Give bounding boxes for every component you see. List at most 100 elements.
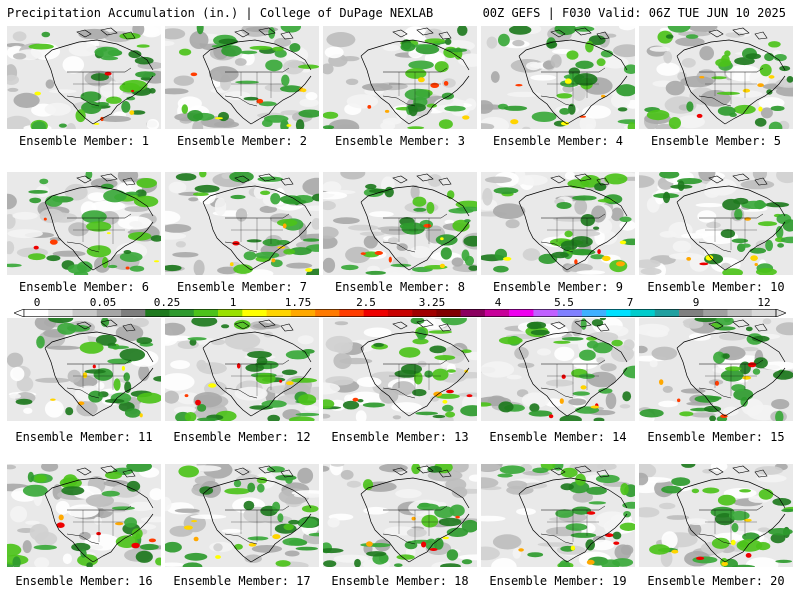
colorbar-svg xyxy=(14,309,786,317)
colorbar-tick-label: 3.25 xyxy=(418,296,446,309)
colorbar-right-arrow xyxy=(775,309,786,317)
precip-map-svg xyxy=(323,464,477,567)
colorbar-segment xyxy=(242,309,267,317)
precip-map-svg xyxy=(639,26,793,129)
ensemble-member-label: Ensemble Member: 17 xyxy=(173,574,311,588)
ensemble-member-label: Ensemble Member: 2 xyxy=(176,134,308,148)
colorbar-segment xyxy=(193,309,219,317)
precip-map-svg xyxy=(481,172,635,275)
ensemble-map-19 xyxy=(481,464,635,567)
precip-map-svg xyxy=(7,26,161,129)
colorbar-segment xyxy=(557,309,583,317)
ensemble-map-3 xyxy=(323,26,477,129)
ensemble-member-label: Ensemble Member: 3 xyxy=(334,134,466,148)
ensemble-map-20 xyxy=(639,464,793,567)
colorbar-segment xyxy=(751,309,777,317)
ensemble-map-18 xyxy=(323,464,477,567)
ensemble-map-14 xyxy=(481,318,635,421)
colorbar-segment xyxy=(24,309,49,317)
ensemble-member-label: Ensemble Member: 5 xyxy=(650,134,782,148)
colorbar-segment xyxy=(460,309,486,317)
ensemble-map-10 xyxy=(639,172,793,275)
ensemble-map-8 xyxy=(323,172,477,275)
precip-map-svg xyxy=(165,464,319,567)
colorbar-tick-label: 0 xyxy=(33,296,41,309)
ensemble-member-label: Ensemble Member: 18 xyxy=(331,574,469,588)
precip-map-svg xyxy=(481,464,635,567)
ensemble-map-2 xyxy=(165,26,319,129)
colorbar-segment xyxy=(121,309,146,317)
colorbar-segment xyxy=(290,309,316,317)
colorbar-tick-label: 7 xyxy=(626,296,634,309)
ensemble-map-9 xyxy=(481,172,635,275)
precip-map-svg xyxy=(639,172,793,275)
colorbar-segment xyxy=(703,309,728,317)
precip-map-svg xyxy=(7,464,161,567)
precip-map-svg xyxy=(165,26,319,129)
ensemble-member-label: Ensemble Member: 1 xyxy=(18,134,150,148)
ensemble-member-label: Ensemble Member: 8 xyxy=(334,280,466,294)
colorbar xyxy=(14,309,786,317)
colorbar-segment xyxy=(533,309,558,317)
ensemble-map-5 xyxy=(639,26,793,129)
ensemble-member-label: Ensemble Member: 16 xyxy=(15,574,153,588)
colorbar-segment xyxy=(315,309,340,317)
colorbar-tick-label: 1 xyxy=(229,296,237,309)
colorbar-segment xyxy=(96,309,122,317)
ensemble-map-12 xyxy=(165,318,319,421)
ensemble-member-label: Ensemble Member: 9 xyxy=(492,280,624,294)
ensemble-map-4 xyxy=(481,26,635,129)
colorbar-segment xyxy=(363,309,389,317)
colorbar-segment xyxy=(412,309,437,317)
precip-map-svg xyxy=(165,172,319,275)
ensemble-member-label: Ensemble Member: 14 xyxy=(489,430,627,444)
precip-map-svg xyxy=(323,318,477,421)
ensemble-map-1 xyxy=(7,26,161,129)
colorbar-segment xyxy=(339,309,364,317)
ensemble-map-6 xyxy=(7,172,161,275)
precip-map-svg xyxy=(323,26,477,129)
precip-map-svg xyxy=(7,172,161,275)
precip-map-svg xyxy=(7,318,161,421)
colorbar-segment xyxy=(606,309,631,317)
ensemble-member-label: Ensemble Member: 6 xyxy=(18,280,150,294)
colorbar-segment xyxy=(630,309,656,317)
ensemble-map-16 xyxy=(7,464,161,567)
precip-map-svg xyxy=(165,318,319,421)
colorbar-segment xyxy=(436,309,461,317)
colorbar-segment xyxy=(654,309,680,317)
header-valid-time: 00Z GEFS | F030 Valid: 06Z TUE JUN 10 20… xyxy=(482,6,786,20)
ensemble-map-13 xyxy=(323,318,477,421)
colorbar-tick-label: 4 xyxy=(494,296,502,309)
ensemble-map-17 xyxy=(165,464,319,567)
ensemble-member-label: Ensemble Member: 13 xyxy=(331,430,469,444)
ensemble-member-label: Ensemble Member: 12 xyxy=(173,430,311,444)
colorbar-segment xyxy=(387,309,413,317)
colorbar-segment xyxy=(72,309,98,317)
colorbar-tick-label: 9 xyxy=(692,296,700,309)
ensemble-map-15 xyxy=(639,318,793,421)
colorbar-tick-label: 2.5 xyxy=(356,296,376,309)
header-title: Precipitation Accumulation (in.) | Colle… xyxy=(7,6,434,20)
colorbar-tick-label: 12 xyxy=(757,296,771,309)
colorbar-left-arrow xyxy=(14,309,25,317)
colorbar-segment xyxy=(581,309,607,317)
colorbar-segment xyxy=(169,309,195,317)
colorbar-segment xyxy=(509,309,534,317)
colorbar-segment xyxy=(145,309,170,317)
ensemble-member-label: Ensemble Member: 10 xyxy=(647,280,785,294)
precip-map-svg xyxy=(639,464,793,567)
ensemble-map-7 xyxy=(165,172,319,275)
colorbar-segment xyxy=(218,309,243,317)
colorbar-segment xyxy=(484,309,510,317)
ensemble-member-label: Ensemble Member: 7 xyxy=(176,280,308,294)
colorbar-tick-label: 5.5 xyxy=(554,296,574,309)
colorbar-segment xyxy=(678,309,704,317)
precip-map-svg xyxy=(639,318,793,421)
colorbar-tick-label: 0.05 xyxy=(89,296,117,309)
colorbar-segment xyxy=(266,309,292,317)
precip-map-svg xyxy=(481,26,635,129)
precip-map-svg xyxy=(323,172,477,275)
ensemble-member-label: Ensemble Member: 20 xyxy=(647,574,785,588)
colorbar-segment xyxy=(48,309,73,317)
